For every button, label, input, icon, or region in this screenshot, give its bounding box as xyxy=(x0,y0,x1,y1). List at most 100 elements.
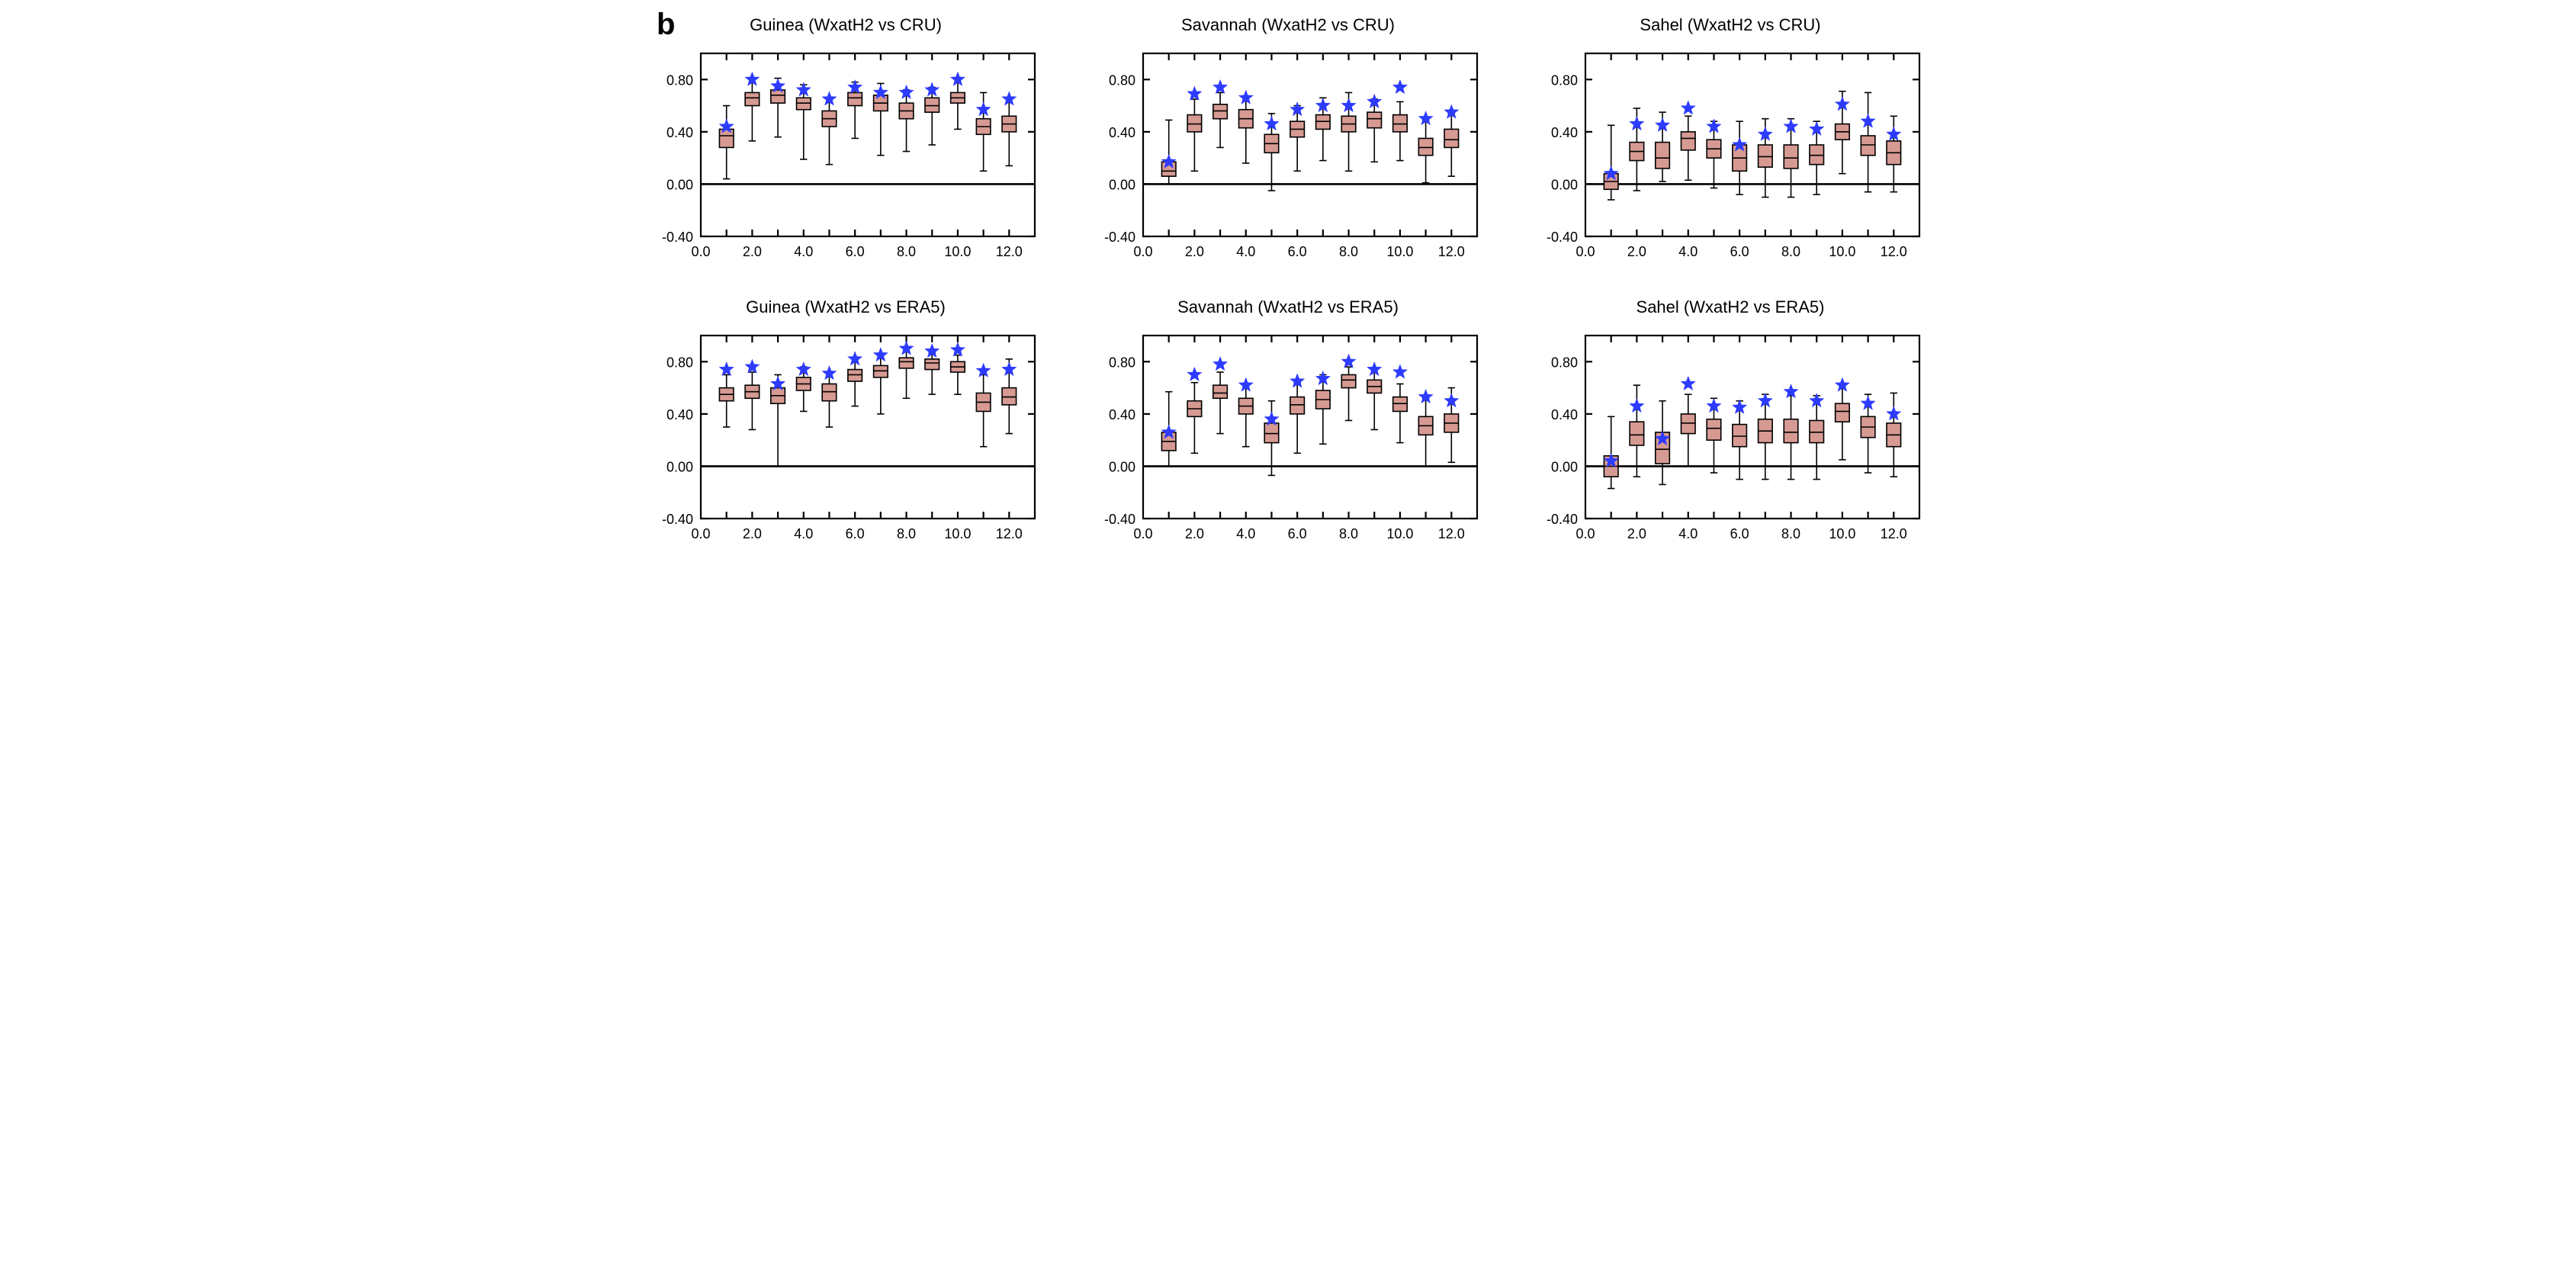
ytick-label: -0.40 xyxy=(1547,512,1578,527)
ytick-label: 0.80 xyxy=(1551,72,1578,88)
box xyxy=(1810,145,1824,165)
box xyxy=(1418,138,1433,155)
xtick-label: 6.0 xyxy=(846,244,865,259)
box xyxy=(848,370,862,381)
xtick-label: 4.0 xyxy=(1236,526,1255,541)
xtick-label: 4.0 xyxy=(1678,244,1698,259)
xtick-label: 6.0 xyxy=(1288,526,1307,541)
box xyxy=(1861,136,1875,156)
plot-area: -0.400.000.400.800.02.04.06.08.010.012.0 xyxy=(1090,38,1486,275)
xtick-label: 10.0 xyxy=(1829,244,1855,259)
ytick-label: 0.80 xyxy=(666,72,693,88)
ytick-label: 0.80 xyxy=(1109,355,1135,370)
xtick-label: 0.0 xyxy=(691,244,710,259)
ytick-label: 0.80 xyxy=(1551,355,1578,370)
box xyxy=(1187,115,1202,132)
panel-savannah-cru: Savannah (WxatH2 vs CRU)-0.400.000.400.8… xyxy=(1090,15,1486,275)
plot-area: -0.400.000.400.800.02.04.06.08.010.012.0 xyxy=(1090,320,1486,557)
ytick-label: 0.00 xyxy=(666,177,693,192)
figure-grid: b Guinea (WxatH2 vs CRU)-0.400.000.400.8… xyxy=(647,15,1929,557)
xtick-label: 0.0 xyxy=(1133,244,1152,259)
box xyxy=(1367,112,1382,128)
xtick-label: 8.0 xyxy=(897,526,916,541)
box xyxy=(1264,423,1279,443)
xtick-label: 8.0 xyxy=(897,244,916,259)
box xyxy=(1681,414,1696,434)
box xyxy=(1341,374,1356,387)
plot-area: -0.400.000.400.800.02.04.06.08.010.012.0 xyxy=(1532,320,1929,557)
xtick-label: 4.0 xyxy=(794,244,813,259)
ytick-label: -0.40 xyxy=(1104,512,1135,527)
xtick-label: 2.0 xyxy=(743,244,762,259)
xtick-label: 10.0 xyxy=(1386,526,1413,541)
xtick-label: 8.0 xyxy=(1781,244,1800,259)
xtick-label: 8.0 xyxy=(1339,526,1358,541)
star-icon xyxy=(719,362,734,376)
xtick-label: 4.0 xyxy=(1236,244,1255,259)
xtick-label: 12.0 xyxy=(1438,526,1465,541)
xtick-label: 10.0 xyxy=(944,244,971,259)
panel-title: Savannah (WxatH2 vs CRU) xyxy=(1090,15,1486,35)
xtick-label: 0.0 xyxy=(1575,244,1595,259)
ytick-label: 0.80 xyxy=(666,355,693,370)
xtick-label: 2.0 xyxy=(743,526,762,541)
panel-title: Guinea (WxatH2 vs ERA5) xyxy=(647,297,1044,317)
ytick-label: 0.40 xyxy=(1109,407,1135,422)
ytick-label: 0.40 xyxy=(666,407,693,422)
xtick-label: 10.0 xyxy=(944,526,971,541)
ytick-label: 0.00 xyxy=(1551,459,1578,474)
star-icon xyxy=(950,342,965,356)
xtick-label: 6.0 xyxy=(846,526,865,541)
box xyxy=(925,359,940,370)
box xyxy=(874,365,888,377)
panel-guinea-era5: Guinea (WxatH2 vs ERA5)-0.400.000.400.80… xyxy=(647,297,1044,557)
star-icon xyxy=(1392,365,1407,378)
ytick-label: 0.00 xyxy=(1551,177,1578,192)
box xyxy=(1733,425,1747,447)
xtick-label: 8.0 xyxy=(1781,526,1800,541)
box xyxy=(1393,397,1408,412)
xtick-label: 10.0 xyxy=(1829,526,1855,541)
box xyxy=(1656,143,1670,169)
box xyxy=(1290,397,1305,414)
panel-sahel-era5: Sahel (WxatH2 vs ERA5)-0.400.000.400.800… xyxy=(1532,297,1929,557)
panel-title: Sahel (WxatH2 vs CRU) xyxy=(1532,15,1929,35)
ytick-label: -0.40 xyxy=(1104,230,1135,245)
box xyxy=(925,98,940,112)
star-icon xyxy=(1213,80,1228,94)
ytick-label: 0.40 xyxy=(1551,125,1578,140)
ytick-label: 0.00 xyxy=(1109,177,1135,192)
ytick-label: -0.40 xyxy=(1547,230,1578,245)
star-icon xyxy=(1341,354,1356,368)
plot-area: -0.400.000.400.800.02.04.06.08.010.012.0 xyxy=(647,38,1044,275)
box xyxy=(797,98,811,109)
xtick-label: 12.0 xyxy=(996,526,1023,541)
box xyxy=(1784,145,1798,169)
ytick-label: 0.00 xyxy=(666,459,693,474)
box xyxy=(1002,388,1017,405)
xtick-label: 12.0 xyxy=(1881,244,1907,259)
star-icon xyxy=(1187,367,1202,381)
xtick-label: 2.0 xyxy=(1627,526,1646,541)
box xyxy=(1630,422,1644,445)
xtick-label: 12.0 xyxy=(1438,244,1465,259)
xtick-label: 6.0 xyxy=(1730,244,1749,259)
plot-area: -0.400.000.400.800.02.04.06.08.010.012.0 xyxy=(647,320,1044,557)
box xyxy=(899,358,914,368)
xtick-label: 2.0 xyxy=(1185,526,1204,541)
box xyxy=(1213,385,1228,398)
xtick-label: 12.0 xyxy=(1881,526,1907,541)
box xyxy=(1707,419,1721,440)
star-icon xyxy=(1187,86,1202,100)
box xyxy=(822,384,837,400)
xtick-label: 8.0 xyxy=(1339,244,1358,259)
box xyxy=(719,129,734,147)
star-icon xyxy=(1392,80,1407,94)
panel-title: Guinea (WxatH2 vs CRU) xyxy=(647,15,1044,35)
xtick-label: 0.0 xyxy=(1575,526,1595,541)
box xyxy=(771,90,785,103)
xtick-label: 4.0 xyxy=(794,526,813,541)
star-icon xyxy=(1213,357,1228,371)
box xyxy=(1213,104,1228,119)
xtick-label: 2.0 xyxy=(1627,244,1646,259)
